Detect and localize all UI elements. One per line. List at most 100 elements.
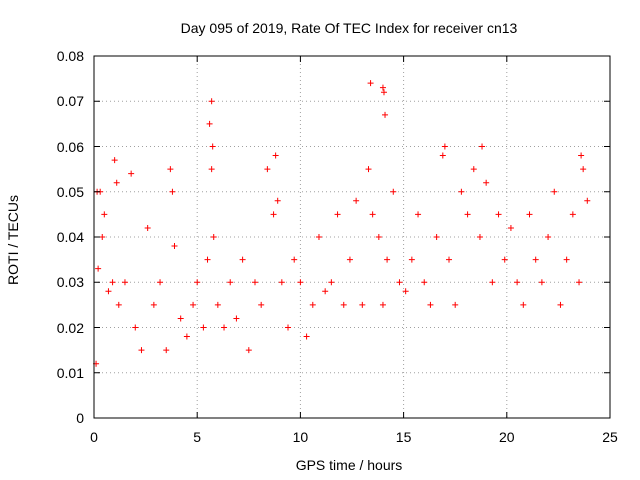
data-point <box>520 301 527 308</box>
y-tick-label: 0.04 <box>57 229 84 245</box>
y-tick-label: 0 <box>76 410 84 426</box>
data-point <box>551 188 558 195</box>
data-point <box>334 211 341 218</box>
x-tick-labels: 0 5 10 15 20 25 <box>90 429 618 445</box>
data-point <box>167 166 174 173</box>
data-point <box>221 324 228 331</box>
data-point <box>227 279 234 286</box>
data-point <box>109 279 116 286</box>
data-point <box>396 279 403 286</box>
data-point <box>569 211 576 218</box>
data-point <box>464 211 471 218</box>
data-point <box>576 279 583 286</box>
data-point <box>204 256 211 263</box>
y-tick-label: 0.03 <box>57 274 84 290</box>
data-point <box>233 315 240 322</box>
data-point <box>538 279 545 286</box>
data-point <box>113 179 120 186</box>
data-point <box>138 347 145 354</box>
data-point <box>210 234 217 240</box>
data-point <box>584 197 591 204</box>
data-point <box>557 301 564 308</box>
data-point <box>390 188 397 195</box>
data-point <box>245 347 252 354</box>
data-point <box>415 211 422 218</box>
grid-lines <box>94 56 610 418</box>
data-point <box>208 166 215 173</box>
data-point <box>208 98 215 105</box>
data-point <box>379 301 386 308</box>
data-point <box>470 166 477 173</box>
data-point <box>433 234 440 240</box>
data-point <box>144 224 151 231</box>
data-point <box>452 301 459 308</box>
data-point <box>353 197 360 204</box>
data-point <box>441 143 448 150</box>
y-tick-label: 0.08 <box>57 48 84 64</box>
data-point <box>163 347 170 354</box>
data-point <box>206 120 213 127</box>
x-tick-label: 5 <box>193 429 201 445</box>
data-point <box>105 288 112 295</box>
data-point <box>328 279 335 286</box>
data-point <box>476 234 483 240</box>
data-point <box>421 279 428 286</box>
data-point <box>278 279 285 286</box>
chart-title: Day 095 of 2019, Rate Of TEC Index for r… <box>181 20 518 36</box>
data-point <box>458 188 465 195</box>
data-point <box>578 152 585 159</box>
data-point <box>272 152 279 159</box>
data-point <box>200 324 207 331</box>
data-point <box>380 89 387 96</box>
data-point <box>408 256 415 263</box>
y-tick-labels: 0 0.01 0.02 0.03 0.04 0.05 0.06 0.07 0.0… <box>57 48 84 426</box>
x-tick-label: 20 <box>499 429 515 445</box>
data-point <box>194 279 201 286</box>
data-point <box>483 179 490 186</box>
data-point <box>382 111 389 118</box>
axis-ticks <box>93 55 611 419</box>
data-point <box>340 301 347 308</box>
data-point <box>365 166 372 173</box>
data-point <box>439 152 446 159</box>
data-point <box>115 301 122 308</box>
data-point <box>315 234 322 240</box>
data-point <box>285 324 292 331</box>
data-point <box>369 211 376 218</box>
data-point <box>367 80 374 87</box>
data-point <box>128 170 135 177</box>
data-point <box>95 265 102 272</box>
data-point <box>183 333 190 340</box>
data-point <box>214 301 221 308</box>
y-tick-label: 0.01 <box>57 365 84 381</box>
data-point <box>258 301 265 308</box>
data-point <box>526 211 533 218</box>
data-point <box>479 143 486 150</box>
y-tick-label: 0.05 <box>57 184 84 200</box>
data-point <box>297 279 304 286</box>
data-point <box>489 279 496 286</box>
data-point <box>322 288 329 295</box>
x-tick-label: 10 <box>293 429 309 445</box>
data-point <box>121 279 128 286</box>
y-tick-label: 0.06 <box>57 139 84 155</box>
data-point <box>264 166 271 173</box>
data-point <box>274 197 281 204</box>
plot-frame <box>93 55 611 419</box>
data-point <box>239 256 246 263</box>
plot-border <box>93 55 611 419</box>
data-point <box>507 224 514 231</box>
data-point <box>270 211 277 218</box>
data-point <box>384 256 391 263</box>
data-point <box>99 234 106 240</box>
data-point <box>580 166 587 173</box>
data-point <box>545 234 552 240</box>
y-axis-label: ROTI / TECUs <box>5 195 21 285</box>
data-point <box>291 256 298 263</box>
data-point <box>132 324 139 331</box>
data-point <box>446 256 453 263</box>
data-point <box>375 234 382 240</box>
x-axis-label: GPS time / hours <box>296 457 403 473</box>
y-tick-label: 0.07 <box>57 93 84 109</box>
